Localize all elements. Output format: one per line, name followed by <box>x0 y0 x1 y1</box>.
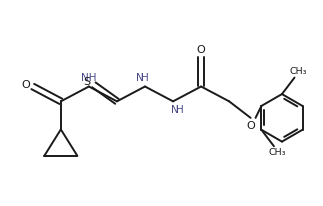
Text: N: N <box>136 73 143 83</box>
Text: O: O <box>246 121 255 131</box>
Text: H: H <box>176 105 184 115</box>
Text: N: N <box>171 105 179 115</box>
Text: S: S <box>83 77 90 87</box>
Text: CH₃: CH₃ <box>289 67 307 76</box>
Text: O: O <box>197 44 205 55</box>
Text: CH₃: CH₃ <box>268 148 286 157</box>
Text: NH: NH <box>81 73 97 83</box>
Text: H: H <box>141 73 149 83</box>
Text: O: O <box>21 80 30 90</box>
